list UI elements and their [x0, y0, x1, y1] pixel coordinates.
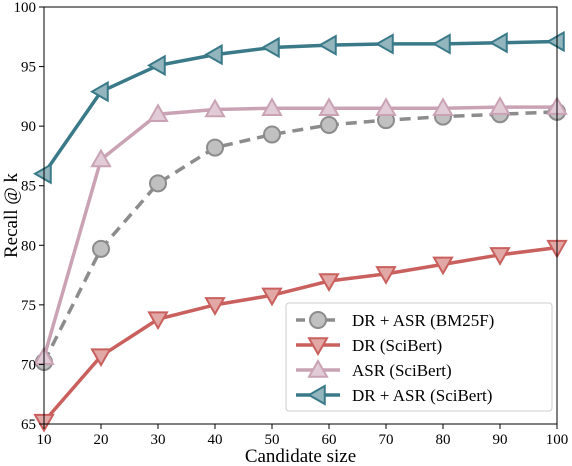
series-2: [33, 239, 568, 433]
legend-entry: ASR (SciBert): [296, 358, 452, 380]
x-tick-label: 90: [493, 432, 508, 448]
x-tick-label: 30: [151, 432, 166, 448]
legend-label: DR + ASR (BM25F): [352, 311, 494, 330]
x-tick-label: 70: [379, 432, 394, 448]
data-point: [146, 54, 166, 77]
legend-label: ASR (SciBert): [352, 361, 452, 380]
data-point: [260, 36, 280, 59]
y-tick-label: 80: [21, 238, 36, 254]
data-point: [204, 297, 226, 316]
x-tick-label: 80: [436, 432, 451, 448]
data-point: [147, 103, 169, 122]
data-point: [92, 239, 110, 258]
legend-marker: [307, 358, 329, 378]
data-point: [263, 125, 281, 144]
data-point: [261, 97, 283, 117]
plot-frame: [43, 6, 558, 425]
data-point: [432, 256, 454, 276]
data-point: [89, 80, 109, 103]
y-tick-label: 90: [21, 119, 36, 135]
x-tick-label: 60: [322, 432, 337, 448]
legend-label: DR (SciBert): [352, 336, 442, 355]
legend: DR + ASR (BM25F) DR (SciBert) ASR (SciBert…: [285, 302, 553, 412]
data-point: [147, 311, 169, 331]
legend-marker: [307, 337, 329, 357]
series-3: [33, 96, 568, 366]
x-tick-label: 10: [37, 432, 52, 448]
series-line: [42, 110, 558, 363]
y-tick-label: 65: [21, 417, 36, 433]
y-tick-label: 100: [14, 0, 37, 16]
data-point: [489, 96, 511, 115]
data-point: [375, 97, 397, 117]
x-tick-label: 100: [546, 432, 569, 448]
x-tick-label: 50: [265, 432, 280, 448]
y-axis-ticks: 65 70 75 80 85 90 95 100: [14, 0, 44, 433]
data-point: [318, 273, 340, 293]
data-point: [489, 247, 511, 266]
series-line: [42, 105, 557, 358]
data-point: [149, 174, 167, 193]
legend-label: DR + ASR (SciBert): [352, 386, 492, 405]
data-point: [261, 287, 283, 307]
data-point: [431, 33, 451, 55]
series-4: [32, 30, 565, 185]
legend-box: [285, 302, 553, 412]
y-tick-label: 95: [21, 60, 36, 76]
plot-area: [32, 30, 568, 433]
data-point: [204, 98, 226, 118]
legend-marker: [306, 384, 326, 406]
y-tick-label: 75: [21, 298, 36, 314]
data-point: [32, 163, 52, 185]
data-point: [318, 97, 340, 117]
data-point: [203, 43, 223, 66]
y-tick-label: 85: [21, 179, 36, 195]
data-point: [375, 266, 397, 285]
legend-entry: DR + ASR (SciBert): [296, 384, 492, 406]
legend-entry: DR (SciBert): [296, 336, 442, 357]
data-point: [317, 34, 337, 56]
data-point: [374, 33, 394, 55]
data-point: [90, 148, 112, 168]
data-point: [90, 348, 112, 368]
data-point: [432, 97, 454, 117]
y-tick-label: 70: [21, 357, 36, 373]
series-line: [42, 39, 558, 175]
legend-marker: [309, 311, 327, 329]
data-point: [488, 32, 508, 54]
series-1: [35, 102, 566, 372]
data-point: [545, 30, 565, 53]
data-point: [206, 138, 224, 157]
x-axis-label: Candidate size: [245, 446, 356, 466]
data-point: [320, 115, 338, 134]
legend-entry: DR + ASR (BM25F): [296, 311, 494, 330]
x-tick-label: 20: [94, 432, 109, 448]
x-axis-ticks: 10 20 30 40 50 60 70 80 90 100: [37, 424, 569, 448]
x-tick-label: 40: [208, 432, 223, 448]
series-line: [42, 245, 558, 423]
y-axis-label: Recall @ k: [1, 172, 22, 258]
